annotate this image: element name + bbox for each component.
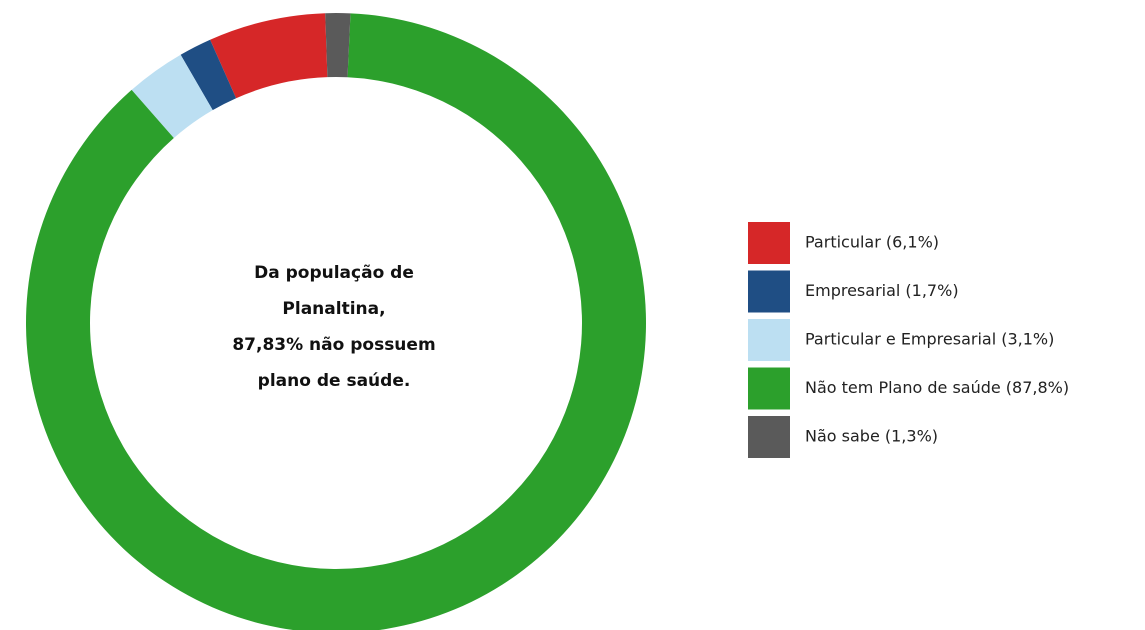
donut-slice: [131, 54, 213, 139]
legend-swatch: [748, 319, 790, 361]
legend-label: Particular (6,1%): [805, 233, 939, 252]
legend-swatch: [748, 270, 790, 313]
donut-slice: [180, 39, 237, 111]
donut-slice: [210, 13, 328, 99]
legend-label: Não sabe (1,3%): [805, 427, 938, 446]
legend-swatch: [748, 367, 790, 410]
center-annotation: Da população de: [254, 263, 414, 283]
legend-label: Particular e Empresarial (3,1%): [805, 330, 1054, 349]
center-annotation: plano de saúde.: [258, 371, 411, 391]
legend-label: Empresarial (1,7%): [805, 281, 959, 300]
legend-swatch: [748, 416, 790, 458]
donut-slice: [26, 13, 646, 630]
donut-slice: [325, 12, 351, 78]
center-annotation: 87,83% não possuem: [232, 335, 435, 355]
legend-label: Não tem Plano de saúde (87,8%): [805, 378, 1069, 397]
legend-swatch: [748, 222, 790, 264]
center-annotation: Planaltina,: [282, 299, 385, 319]
